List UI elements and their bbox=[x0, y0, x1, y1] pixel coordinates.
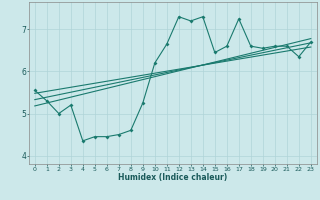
X-axis label: Humidex (Indice chaleur): Humidex (Indice chaleur) bbox=[118, 173, 228, 182]
